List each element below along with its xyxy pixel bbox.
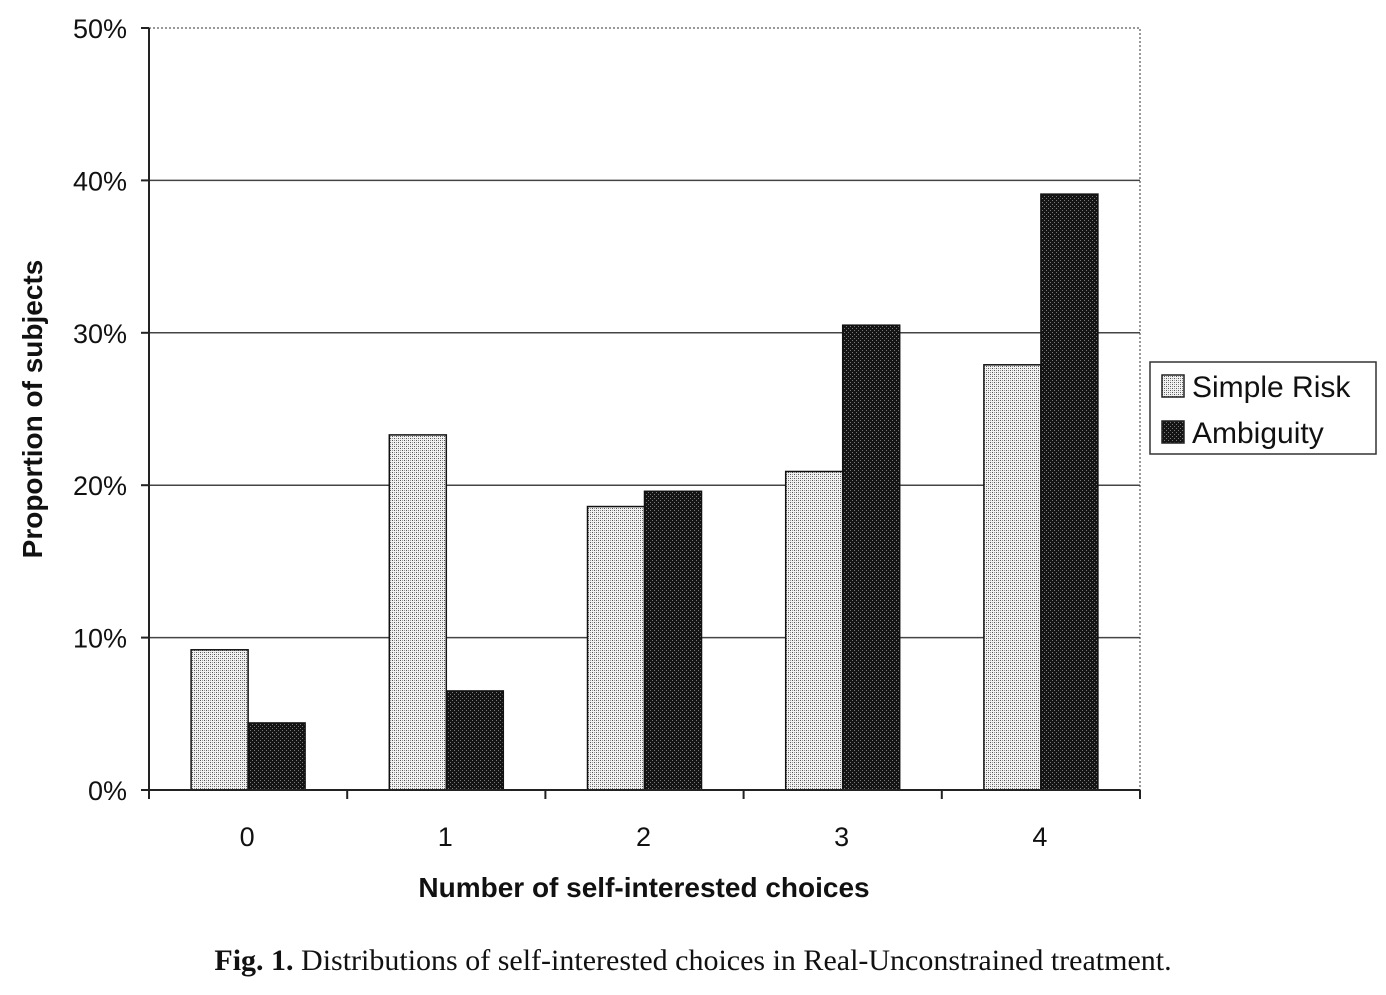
legend-label-simple-risk: Simple Risk [1192, 371, 1351, 404]
bar-ambiguity-1 [445, 690, 505, 791]
y-tick-label: 40% [73, 166, 127, 196]
bar-simple-risk-1 [388, 434, 448, 791]
x-tick-label: 4 [1032, 822, 1047, 852]
bars [190, 193, 1099, 791]
x-tick-label: 1 [438, 822, 453, 852]
y-tick-label: 20% [73, 471, 127, 501]
x-ticks: 0 1 2 3 4 [148, 790, 1141, 852]
y-tick-label: 30% [73, 319, 127, 349]
bar-simple-risk-0 [190, 649, 249, 791]
x-tick-label: 3 [834, 822, 849, 852]
chart: 0% 10% 20% 30% 40% 50% 0 1 2 3 4 Number of self-i… [17, 14, 1377, 903]
bar-ambiguity-2 [643, 490, 703, 791]
bar-simple-risk-4 [983, 364, 1042, 791]
x-tick-label: 0 [240, 822, 255, 852]
bar-ambiguity-3 [841, 324, 901, 791]
plot-area: 0% 10% 20% 30% 40% 50% 0 1 2 3 4 [73, 14, 1141, 852]
y-ticks: 0% 10% 20% 30% 40% 50% [73, 14, 149, 806]
bar-simple-risk-2 [586, 505, 646, 791]
x-tick-label: 2 [636, 822, 651, 852]
y-tick-label: 50% [73, 14, 127, 44]
bar-ambiguity-0 [247, 722, 306, 791]
x-axis-title: Number of self-interested choices [418, 872, 869, 903]
y-tick-label: 10% [73, 624, 127, 654]
bar-ambiguity-4 [1040, 193, 1099, 791]
y-axis-title: Proportion of subjects [17, 260, 48, 559]
legend-swatch-simple-risk [1161, 374, 1185, 398]
caption-label: Fig. 1. [214, 944, 294, 977]
figure-caption: Fig. 1. Distributions of self-interested… [0, 944, 1386, 978]
bar-simple-risk-3 [784, 470, 844, 791]
legend-box [1149, 361, 1377, 455]
legend: Simple Risk Ambiguity [1149, 361, 1377, 455]
legend-swatch-ambiguity [1161, 420, 1185, 444]
y-tick-label: 0% [88, 776, 127, 806]
gridlines [149, 179, 1140, 639]
legend-label-ambiguity: Ambiguity [1192, 417, 1324, 450]
caption-text: Distributions of self-interested choices… [301, 944, 1172, 977]
